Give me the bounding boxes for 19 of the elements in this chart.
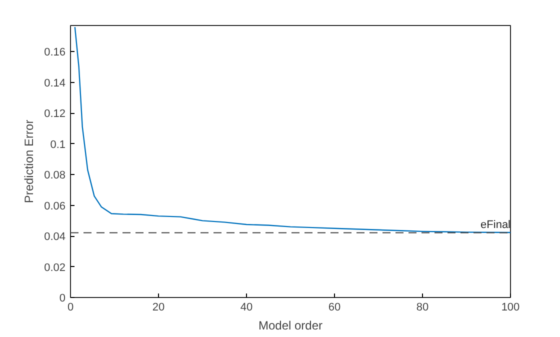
x-tick-label: 40 [240, 302, 253, 314]
y-tick-label: 0 [59, 292, 66, 304]
x-tick-label: 100 [501, 302, 520, 314]
x-tick-label: 20 [152, 302, 165, 314]
line-series [74, 26, 510, 234]
x-axis-title: Model order [258, 318, 323, 332]
y-tick-label: 0.16 [44, 46, 66, 59]
x-tick-label: 80 [416, 302, 429, 314]
y-tick-label: 0.08 [44, 170, 66, 182]
y-axis-title: Prediction Error [22, 120, 36, 204]
x-tick-label: 0 [67, 302, 74, 314]
y-tick-label: 0.04 [44, 231, 66, 244]
ref-line-label: eFinal [480, 218, 511, 231]
y-tick-label: 0.14 [44, 77, 66, 90]
y-tick-label: 0.02 [44, 262, 66, 274]
y-tick-label: 0.1 [50, 138, 66, 151]
y-tick-label: 0.12 [44, 108, 66, 120]
y-tick-label: 0.06 [44, 200, 66, 212]
x-tick-label: 60 [328, 302, 341, 314]
